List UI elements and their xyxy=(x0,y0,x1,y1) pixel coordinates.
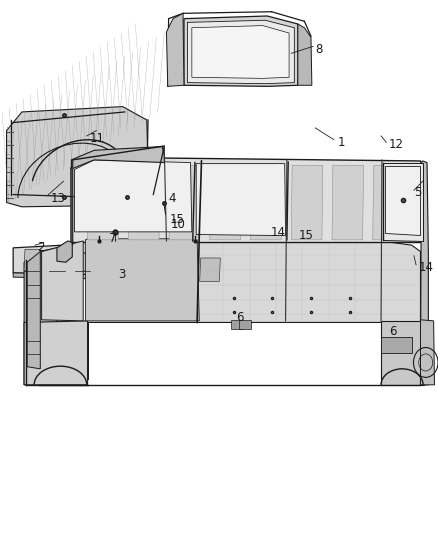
Text: 5: 5 xyxy=(414,187,421,199)
Polygon shape xyxy=(57,241,72,262)
Polygon shape xyxy=(49,249,66,271)
Text: 14: 14 xyxy=(271,227,286,239)
Polygon shape xyxy=(7,107,149,207)
Polygon shape xyxy=(231,320,243,329)
Polygon shape xyxy=(71,147,164,169)
Polygon shape xyxy=(94,282,237,289)
Text: 10: 10 xyxy=(171,219,186,231)
Polygon shape xyxy=(27,252,40,369)
Polygon shape xyxy=(385,166,420,235)
Polygon shape xyxy=(75,249,91,271)
Polygon shape xyxy=(373,165,404,240)
Text: 15: 15 xyxy=(299,229,314,242)
Polygon shape xyxy=(24,321,88,385)
Polygon shape xyxy=(169,165,201,240)
Polygon shape xyxy=(239,320,251,329)
Text: 15: 15 xyxy=(170,213,185,226)
Polygon shape xyxy=(168,258,189,281)
Polygon shape xyxy=(381,321,424,385)
Text: 6: 6 xyxy=(236,311,243,324)
Polygon shape xyxy=(42,241,83,321)
Polygon shape xyxy=(105,258,126,281)
Text: 8: 8 xyxy=(315,43,323,55)
Polygon shape xyxy=(184,16,298,86)
Polygon shape xyxy=(332,165,364,240)
Polygon shape xyxy=(85,239,199,321)
Polygon shape xyxy=(24,248,57,385)
Polygon shape xyxy=(71,157,424,243)
Text: 1: 1 xyxy=(337,136,345,149)
Polygon shape xyxy=(166,13,184,86)
Polygon shape xyxy=(383,163,423,241)
Polygon shape xyxy=(88,241,420,322)
Polygon shape xyxy=(200,258,220,281)
Polygon shape xyxy=(420,161,428,385)
Polygon shape xyxy=(251,165,282,240)
Polygon shape xyxy=(39,322,88,379)
Text: 11: 11 xyxy=(90,132,105,145)
Polygon shape xyxy=(192,26,289,78)
Polygon shape xyxy=(196,164,286,236)
Text: 12: 12 xyxy=(389,139,404,151)
Text: 7: 7 xyxy=(109,232,116,245)
Text: 2: 2 xyxy=(37,241,45,254)
Polygon shape xyxy=(381,337,412,353)
Text: 13: 13 xyxy=(50,192,65,205)
Polygon shape xyxy=(74,160,192,232)
Polygon shape xyxy=(13,272,107,279)
Polygon shape xyxy=(210,165,241,240)
Text: 14: 14 xyxy=(418,261,433,274)
Text: 4: 4 xyxy=(169,192,176,205)
Polygon shape xyxy=(137,258,157,281)
Polygon shape xyxy=(420,320,434,385)
Polygon shape xyxy=(24,249,40,271)
Polygon shape xyxy=(57,237,101,261)
Polygon shape xyxy=(13,244,107,274)
Polygon shape xyxy=(187,20,294,84)
Text: 6: 6 xyxy=(389,325,396,338)
Text: 3: 3 xyxy=(118,268,126,281)
Polygon shape xyxy=(291,165,323,240)
Polygon shape xyxy=(128,165,160,240)
Polygon shape xyxy=(298,24,312,85)
Polygon shape xyxy=(88,165,119,240)
Polygon shape xyxy=(94,252,237,285)
